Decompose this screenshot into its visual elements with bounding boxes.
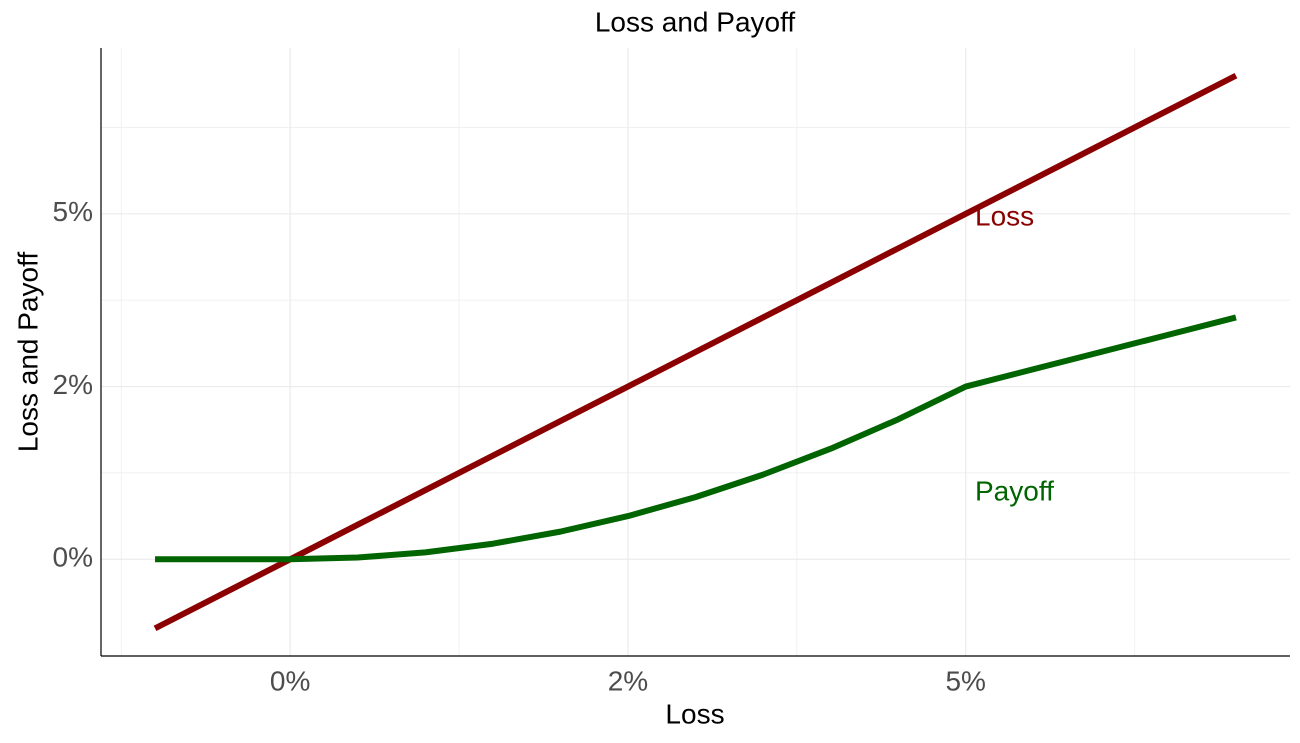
series-line — [155, 314, 1237, 563]
series-label: Loss — [975, 200, 1034, 231]
x-tick-label: 5% — [945, 665, 985, 696]
series-label: Payoff — [975, 475, 1054, 506]
y-tick-label: 0% — [53, 542, 93, 573]
y-axis-title: Loss and Payoff — [12, 252, 43, 453]
series-line — [153, 72, 1238, 632]
y-tick-label: 2% — [53, 369, 93, 400]
chart-title: Loss and Payoff — [595, 6, 796, 37]
x-axis-title: Loss — [665, 698, 724, 729]
x-tick-label: 2% — [608, 665, 648, 696]
x-tick-label: 0% — [270, 665, 310, 696]
y-tick-label: 5% — [53, 196, 93, 227]
